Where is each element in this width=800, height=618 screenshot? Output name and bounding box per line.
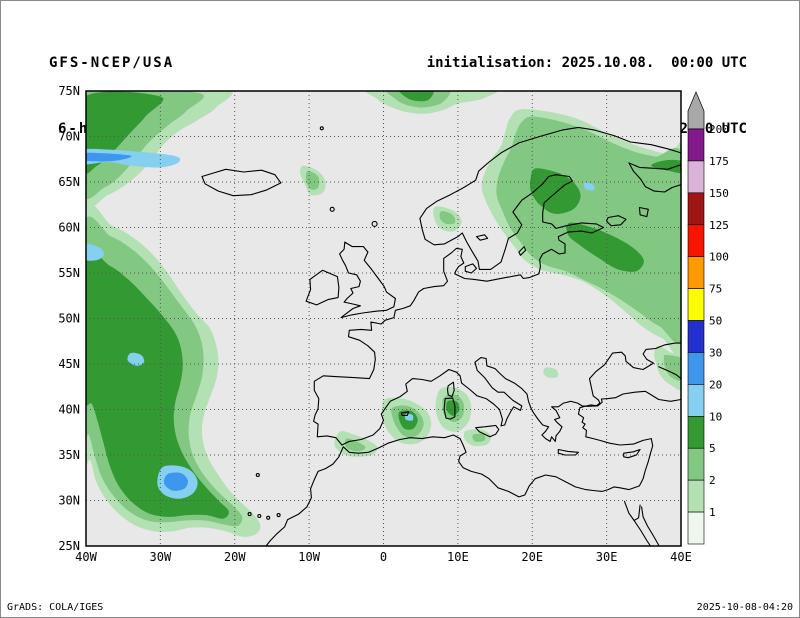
colorbar-label: 200 [709,123,729,136]
precipitation-map: 75N70N65N60N55N50N45N40N35N30N25N 40W30W… [1,1,800,618]
colorbar-label: 10 [709,410,722,423]
colorbar-label: 1 [709,506,716,519]
lat-tick-label: 50N [58,312,80,326]
precip-region [472,434,485,442]
lat-tick-label: 55N [58,266,80,280]
lon-tick-label: 40W [75,550,97,564]
colorbar-label: 2 [709,474,716,487]
colorbar-segment [688,321,704,353]
colorbar-label: 75 [709,283,722,296]
grads-credit: GrADS: COLA/IGES [7,602,103,613]
lon-tick-label: 0 [380,550,387,564]
render-timestamp: 2025-10-08-04:20 [697,602,793,613]
lon-tick-label: 10W [298,550,320,564]
colorbar-label: 50 [709,315,722,328]
lon-tick-label: 30W [150,550,172,564]
colorbar-segment [688,416,704,448]
colorbar-overflow-arrow [688,92,704,129]
colorbar-label: 100 [709,251,729,264]
lat-tick-label: 40N [58,403,80,417]
colorbar-segment [688,384,704,416]
lat-tick-label: 45N [58,357,80,371]
lon-tick-label: 40E [670,550,692,564]
colorbar-segment [688,129,704,161]
weather-map-page: GFS-NCEP/USA 6-h Acc.Prec. initialisatio… [0,0,800,618]
colorbar: 200 175 150 125 100 75 50 30 20 10 5 2 1 [688,92,729,544]
colorbar-segment [688,257,704,289]
colorbar-segment [688,512,704,544]
colorbar-segment [688,161,704,193]
lat-tick-label: 60N [58,221,80,235]
lat-tick-label: 75N [58,84,80,98]
colorbar-label: 175 [709,155,729,168]
precip-region [405,414,413,421]
colorbar-label: 30 [709,347,722,360]
colorbar-label: 125 [709,219,729,232]
colorbar-label: 150 [709,187,729,200]
colorbar-segment [688,225,704,257]
lon-tick-label: 10E [447,550,469,564]
lat-tick-label: 35N [58,448,80,462]
latitude-axis-labels: 75N70N65N60N55N50N45N40N35N30N25N [58,84,80,553]
lon-tick-label: 20W [224,550,246,564]
colorbar-segment [688,480,704,512]
colorbar-segment [688,193,704,225]
longitude-axis-labels: 40W 30W 20W 10W 0 10E 20E 30E 40E [75,550,692,564]
colorbar-segment [688,448,704,480]
colorbar-segment [688,289,704,321]
lat-tick-label: 30N [58,494,80,508]
colorbar-label: 20 [709,378,722,391]
colorbar-label: 5 [709,442,716,455]
lon-tick-label: 20E [521,550,543,564]
lat-tick-label: 70N [58,130,80,144]
lon-tick-label: 30E [596,550,618,564]
lat-tick-label: 65N [58,175,80,189]
colorbar-segment [688,352,704,384]
